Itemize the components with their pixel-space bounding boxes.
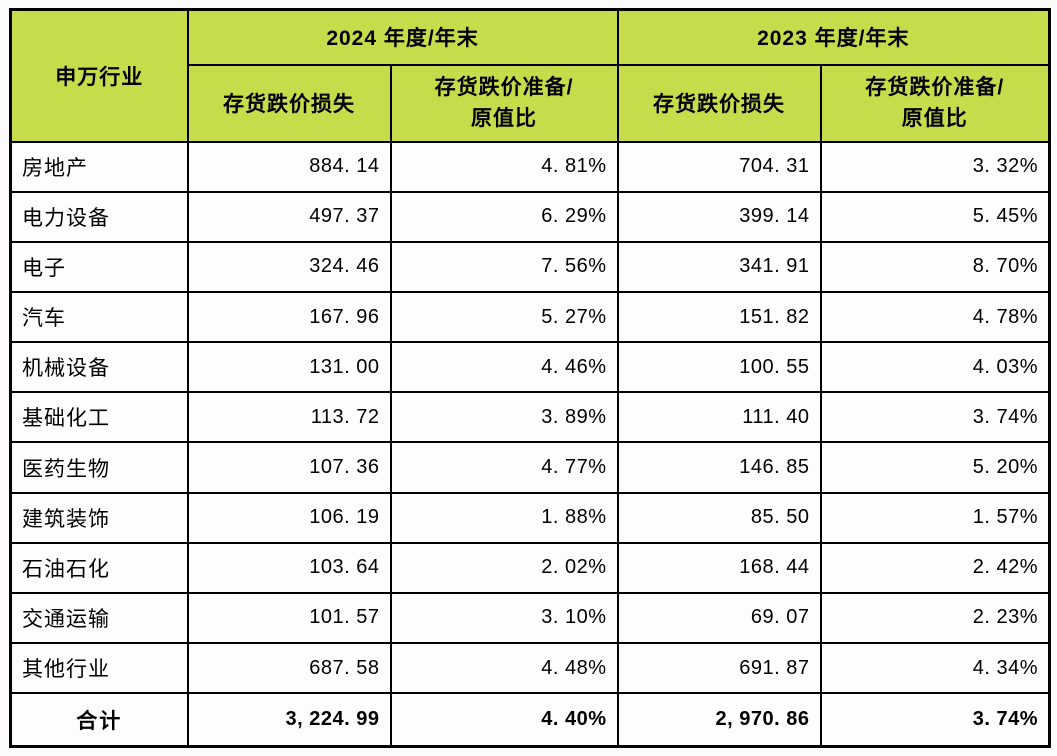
- total-2023-ratio: 3. 74%: [819, 692, 1051, 748]
- total-2024-ratio: 4. 40%: [389, 692, 619, 748]
- value-cell-2023-ratio: 5. 45%: [819, 190, 1051, 243]
- subheader-2024-ratio: 存货跌价准备/ 原值比: [389, 63, 619, 143]
- table-row: 机械设备 131. 00 4. 46% 100. 55 4. 03%: [9, 341, 1051, 394]
- value-cell-2023-ratio: 2. 42%: [819, 541, 1051, 594]
- subheader-2024-ratio-line1: 存货跌价准备/: [434, 76, 574, 99]
- value-cell-2024-ratio: 2. 02%: [389, 541, 619, 594]
- value-cell-2023-loss: 85. 50: [616, 491, 822, 544]
- industry-cell: 医药生物: [9, 441, 189, 494]
- table-row: 汽车 167. 96 5. 27% 151. 82 4. 78%: [9, 290, 1051, 344]
- header-group-row: 申万行业 2024 年度/年末 2023 年度/年末: [9, 8, 1051, 143]
- value-cell-2024-ratio: 1. 88%: [389, 491, 619, 544]
- industry-cell: 汽车: [9, 290, 189, 344]
- industry-cell: 电力设备: [9, 190, 189, 243]
- table-header: 申万行业 2024 年度/年末 2023 年度/年末 存货跌价损失 存货跌价准备…: [9, 8, 1051, 143]
- table-row: 其他行业 687. 58 4. 48% 691. 87 4. 34%: [9, 642, 1051, 695]
- value-cell-2024-loss: 167. 96: [186, 290, 392, 344]
- value-cell-2024-ratio: 3. 10%: [389, 591, 619, 645]
- value-cell-2024-ratio: 4. 48%: [389, 642, 619, 695]
- value-cell-2024-ratio: 4. 77%: [389, 441, 619, 494]
- industry-cell: 房地产: [9, 140, 189, 193]
- value-cell-2024-loss: 687. 58: [186, 642, 392, 695]
- value-cell-2024-ratio: 6. 29%: [389, 190, 619, 243]
- value-cell-2024-loss: 113. 72: [186, 391, 392, 444]
- value-cell-2023-ratio: 2. 23%: [819, 591, 1051, 645]
- value-cell-2024-loss: 103. 64: [186, 541, 392, 594]
- table-row: 房地产 884. 14 4. 81% 704. 31 3. 32%: [9, 140, 1051, 193]
- value-cell-2024-loss: 497. 37: [186, 190, 392, 243]
- value-cell-2023-ratio: 3. 32%: [819, 140, 1051, 193]
- value-cell-2024-ratio: 4. 46%: [389, 341, 619, 394]
- value-cell-2024-loss: 106. 19: [186, 491, 392, 544]
- value-cell-2023-ratio: 4. 34%: [819, 642, 1051, 695]
- inventory-writedown-table: 申万行业 2024 年度/年末 2023 年度/年末 存货跌价损失 存货跌价准备…: [9, 8, 1052, 748]
- table-row: 电子 324. 46 7. 56% 341. 91 8. 70%: [9, 240, 1051, 293]
- table-row: 石油石化 103. 64 2. 02% 168. 44 2. 42%: [9, 541, 1051, 594]
- table-row: 电力设备 497. 37 6. 29% 399. 14 5. 45%: [9, 190, 1051, 243]
- subheader-2024-loss: 存货跌价损失: [186, 63, 392, 143]
- industry-cell: 建筑装饰: [9, 491, 189, 544]
- subheader-2023-ratio: 存货跌价准备/ 原值比: [819, 63, 1051, 143]
- value-cell-2024-ratio: 7. 56%: [389, 240, 619, 293]
- corner-header-industry: 申万行业: [9, 8, 189, 143]
- value-cell-2023-ratio: 3. 74%: [819, 391, 1051, 444]
- value-cell-2024-ratio: 3. 89%: [389, 391, 619, 444]
- industry-cell: 交通运输: [9, 591, 189, 645]
- value-cell-2023-ratio: 5. 20%: [819, 441, 1051, 494]
- value-cell-2024-ratio: 5. 27%: [389, 290, 619, 344]
- value-cell-2024-loss: 884. 14: [186, 140, 392, 193]
- value-cell-2024-loss: 107. 36: [186, 441, 392, 494]
- total-row: 合计 3, 224. 99 4. 40% 2, 970. 86 3. 74%: [9, 692, 1051, 748]
- group-header-2024: 2024 年度/年末: [186, 8, 619, 66]
- industry-cell: 基础化工: [9, 391, 189, 444]
- value-cell-2023-ratio: 8. 70%: [819, 240, 1051, 293]
- value-cell-2023-ratio: 1. 57%: [819, 491, 1051, 544]
- total-label: 合计: [9, 692, 189, 748]
- industry-cell: 机械设备: [9, 341, 189, 394]
- table-row: 医药生物 107. 36 4. 77% 146. 85 5. 20%: [9, 441, 1051, 494]
- value-cell-2023-loss: 111. 40: [616, 391, 822, 444]
- value-cell-2023-ratio: 4. 78%: [819, 290, 1051, 344]
- industry-cell: 其他行业: [9, 642, 189, 695]
- value-cell-2024-loss: 101. 57: [186, 591, 392, 645]
- value-cell-2023-loss: 341. 91: [616, 240, 822, 293]
- value-cell-2024-loss: 131. 00: [186, 341, 392, 394]
- value-cell-2023-loss: 399. 14: [616, 190, 822, 243]
- subheader-2024-ratio-line2: 原值比: [471, 107, 537, 130]
- subheader-2023-ratio-line1: 存货跌价准备/: [865, 76, 1005, 99]
- value-cell-2023-loss: 69. 07: [616, 591, 822, 645]
- subheader-2023-loss: 存货跌价损失: [616, 63, 822, 143]
- value-cell-2023-loss: 100. 55: [616, 341, 822, 394]
- value-cell-2023-loss: 168. 44: [616, 541, 822, 594]
- table-row: 基础化工 113. 72 3. 89% 111. 40 3. 74%: [9, 391, 1051, 444]
- table-row: 交通运输 101. 57 3. 10% 69. 07 2. 23%: [9, 591, 1051, 645]
- industry-cell: 电子: [9, 240, 189, 293]
- table-body: 房地产 884. 14 4. 81% 704. 31 3. 32% 电力设备 4…: [9, 140, 1051, 748]
- total-2023-loss: 2, 970. 86: [616, 692, 822, 748]
- subheader-2023-ratio-line2: 原值比: [901, 107, 968, 130]
- industry-cell: 石油石化: [9, 541, 189, 594]
- value-cell-2023-loss: 146. 85: [616, 441, 822, 494]
- header-sub-row: 存货跌价损失 存货跌价准备/ 原值比 存货跌价损失 存货跌价准备/ 原值比: [11, 63, 1051, 143]
- value-cell-2023-loss: 151. 82: [616, 290, 822, 344]
- value-cell-2024-ratio: 4. 81%: [389, 140, 619, 193]
- value-cell-2023-ratio: 4. 03%: [819, 341, 1051, 394]
- table-row: 建筑装饰 106. 19 1. 88% 85. 50 1. 57%: [9, 491, 1051, 544]
- group-header-2023: 2023 年度/年末: [616, 8, 1051, 66]
- value-cell-2023-loss: 691. 87: [616, 642, 822, 695]
- total-2024-loss: 3, 224. 99: [186, 692, 392, 748]
- value-cell-2024-loss: 324. 46: [186, 240, 392, 293]
- value-cell-2023-loss: 704. 31: [616, 140, 822, 193]
